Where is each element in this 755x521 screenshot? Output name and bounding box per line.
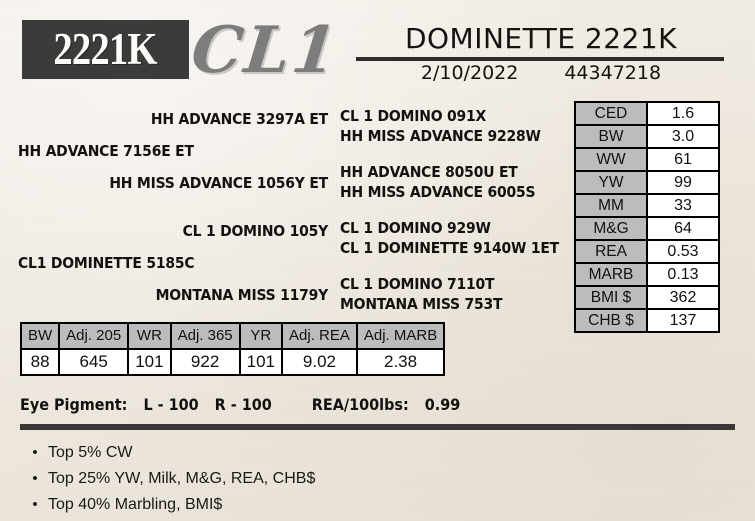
epd-table: CED 1.6 BW 3.0 WW 61 YW 99 MM 33 M&G 64 REA 0.5… (574, 101, 720, 333)
eye-pigment-right: R - 100 (214, 395, 272, 414)
section-divider (20, 424, 735, 430)
epd-value: 0.53 (646, 239, 720, 264)
perf-value: 88 (19, 348, 61, 376)
registration-number: 44347218 (564, 62, 662, 84)
highlights-list: • Top 5% CW • Top 25% YW, Milk, M&G, REA… (22, 440, 315, 518)
grandparent-name: CL 1 DOMINO 091X (340, 107, 487, 125)
header-subline: 2/10/2022 44347218 (356, 62, 726, 84)
grandparent-name: HH ADVANCE 8050U ET (340, 163, 518, 181)
epd-label: YW (574, 170, 648, 195)
epd-label: CHB $ (574, 308, 648, 333)
epd-value: 99 (646, 170, 720, 195)
sire-name: HH ADVANCE 7156E ET (18, 142, 194, 160)
epd-label: BW (574, 124, 648, 149)
epd-value: 362 (646, 285, 720, 310)
table-row: CED 1.6 (574, 101, 720, 126)
birth-date: 2/10/2022 (420, 62, 519, 84)
rea-per-100lbs-value: 0.99 (424, 395, 461, 414)
sire-group: HH ADVANCE 3297A ET HH ADVANCE 7156E ET … (0, 110, 340, 192)
table-row: MARB 0.13 (574, 262, 720, 287)
epd-value: 33 (646, 193, 720, 218)
dam-name: CL1 DOMINETTE 5185C (18, 254, 195, 272)
perf-value: 9.02 (281, 348, 358, 376)
table-row: CHB $137 (574, 308, 720, 333)
perf-header: Adj. 205 (58, 322, 130, 350)
table-row: 88 645 101 922 101 9.02 2.38 (19, 348, 446, 376)
highlight-text: Top 40% Marbling, BMI$ (48, 496, 223, 513)
grandparent-name: HH MISS ADVANCE 9228W (340, 127, 541, 145)
grandparent-name: CL 1 DOMINO 929W (340, 219, 491, 237)
list-item: • Top 40% Marbling, BMI$ (22, 492, 315, 518)
performance-table: BW Adj. 205 WR Adj. 365 YR Adj. REA Adj.… (19, 322, 446, 376)
perf-header: Adj. 365 (169, 322, 241, 350)
cl1-brand-logo: CL1 (188, 13, 343, 88)
highlight-text: Top 25% YW, Milk, M&G, REA, CHB$ (48, 470, 316, 487)
grandparent-name: HH MISS ADVANCE 6005S (340, 183, 536, 201)
perf-header: YR (238, 322, 284, 350)
epd-label: MARB (574, 262, 648, 287)
epd-value: 0.13 (646, 262, 720, 287)
epd-value: 61 (646, 147, 720, 172)
rea-per-100lbs-label: REA/100lbs: (311, 395, 409, 414)
list-item: • Top 25% YW, Milk, M&G, REA, CHB$ (22, 466, 315, 492)
perf-header: WR (127, 322, 172, 350)
sire-sire-name: HH ADVANCE 3297A ET (150, 110, 328, 128)
perf-value: 2.38 (355, 348, 446, 376)
perf-value: 101 (127, 348, 172, 376)
epd-label: WW (574, 147, 648, 172)
perf-value: 922 (169, 348, 241, 376)
bullet-dot-icon: • (32, 496, 38, 513)
table-row: WW 61 (574, 147, 720, 172)
perf-header: Adj. MARB (355, 322, 446, 350)
animal-name-title: DOMINETTE 2221K (404, 22, 678, 55)
sire-dam-parents: HH ADVANCE 8050U ET HH MISS ADVANCE 6005… (340, 162, 536, 202)
grandparent-name: CL 1 DOMINETTE 9140W 1ET (340, 239, 559, 257)
table-row: BMI $362 (574, 285, 720, 310)
epd-value: 64 (646, 216, 720, 241)
table-row: MM 33 (574, 193, 720, 218)
epd-label: CED (574, 101, 648, 126)
epd-label: BMI $ (574, 285, 648, 310)
highlight-text: Top 5% CW (48, 444, 133, 461)
table-row: BW 3.0 (574, 124, 720, 149)
table-row: REA 0.53 (574, 239, 720, 264)
epd-label: REA (574, 239, 648, 264)
epd-value: 137 (646, 308, 720, 333)
table-header-row: BW Adj. 205 WR Adj. 365 YR Adj. REA Adj.… (19, 322, 446, 350)
eye-pigment-left: L - 100 (143, 395, 199, 414)
epd-value: 3.0 (646, 124, 720, 149)
bullet-dot-icon: • (32, 470, 38, 487)
perf-value: 645 (58, 348, 130, 376)
dam-sire-parents: CL 1 DOMINO 929W CL 1 DOMINETTE 9140W 1E… (340, 218, 559, 258)
list-item: • Top 5% CW (22, 440, 315, 466)
sire-sire-parents: CL 1 DOMINO 091X HH MISS ADVANCE 9228W (340, 106, 541, 146)
pedigree-chart: HH ADVANCE 3297A ET HH ADVANCE 7156E ET … (0, 100, 565, 315)
epd-value: 1.6 (646, 101, 720, 126)
epd-label: M&G (574, 216, 648, 241)
perf-header: Adj. REA (281, 322, 358, 350)
dam-sire-name: CL 1 DOMINO 105Y (182, 222, 329, 240)
grandparent-name: MONTANA MISS 753T (340, 295, 503, 313)
sire-dam-name: HH MISS ADVANCE 1056Y ET (109, 174, 328, 192)
dam-group: CL 1 DOMINO 105Y CL1 DOMINETTE 5185C MON… (0, 222, 340, 304)
title-divider (356, 57, 724, 61)
dam-dam-name: MONTANA MISS 1179Y (155, 286, 329, 304)
tag-number-badge: 2221K (22, 20, 189, 79)
table-row: YW 99 (574, 170, 720, 195)
perf-value: 101 (238, 348, 284, 376)
bullet-dot-icon: • (32, 444, 38, 461)
tag-number-text: 2221K (53, 24, 158, 74)
table-row: M&G 64 (574, 216, 720, 241)
eye-pigment-label: Eye Pigment: (20, 395, 128, 414)
dam-dam-parents: CL 1 DOMINO 7110T MONTANA MISS 753T (340, 274, 503, 314)
perf-header: BW (19, 322, 61, 350)
epd-label: MM (574, 193, 648, 218)
grandparent-name: CL 1 DOMINO 7110T (340, 275, 495, 293)
eye-pigment-line: Eye Pigment: L - 100 R - 100 REA/100lbs:… (20, 395, 460, 414)
